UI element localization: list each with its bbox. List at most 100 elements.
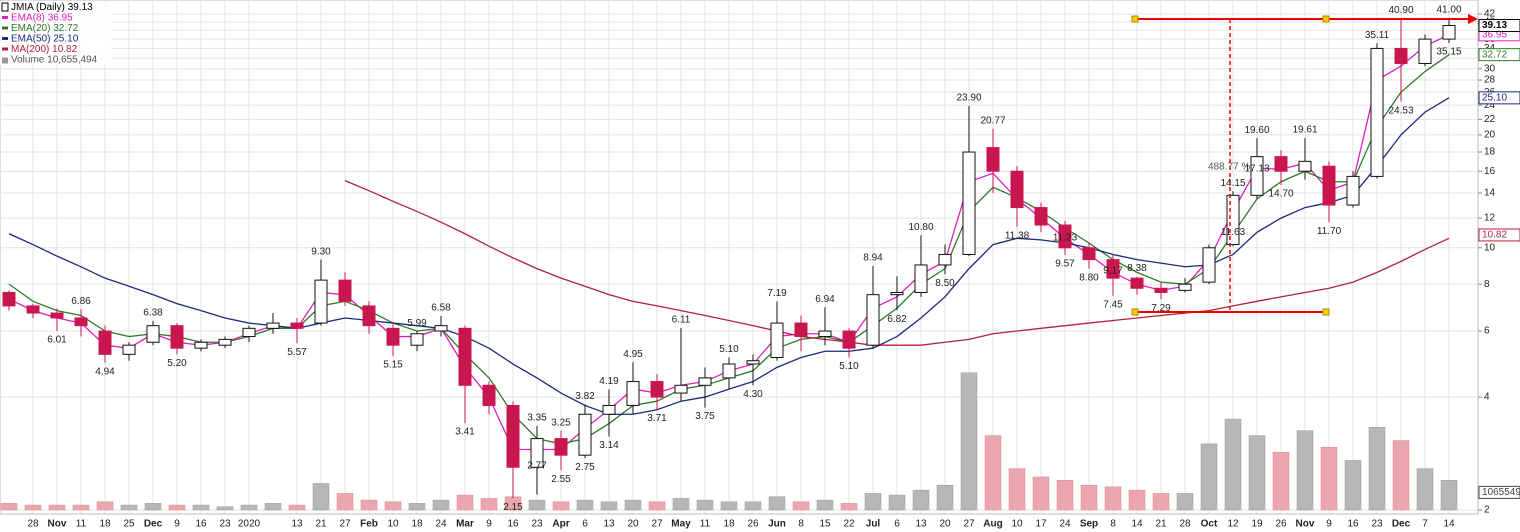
candle-body [194,341,208,349]
y-tick-label: 28 [1484,75,1496,86]
volume-bar [240,504,258,511]
candle-body [602,404,616,415]
candle-body [962,151,976,255]
price-annotation: 11.23 [1053,233,1078,244]
volume-bar [1224,418,1242,511]
value-tag-label: 10655494 [1482,487,1520,498]
y-tick-label: 20 [1484,130,1496,141]
volume-bar [1104,486,1122,511]
value-tag [1478,228,1520,242]
price-annotation: 5.99 [407,318,427,329]
candle-body [1082,247,1096,261]
x-tick-label: 9 [486,519,492,530]
candle-body [482,384,496,406]
handle [1131,15,1139,23]
x-tick-label: 25 [123,519,135,530]
plot-area [0,0,1478,514]
price-annotation: 6.94 [815,294,835,305]
volume-bar [960,372,978,511]
legend-value: 39.13 [68,2,93,13]
candle-body [74,317,88,327]
price-annotation: 5.57 [287,347,307,358]
price-annotation: 20.77 [980,115,1005,126]
candle-body [650,381,664,398]
volume-bar [1128,489,1146,511]
x-tick-label: Jun [768,519,786,530]
price-annotation: 9.17 [1103,266,1123,277]
volume-bar [336,493,354,511]
price-annotation: 3.41 [455,427,475,438]
volume-bar [48,504,66,511]
price-annotation: 5.10 [719,344,739,355]
candle-body [242,327,256,338]
price-annotation: 35.11 [1365,30,1390,41]
price-annotation: 41.00 [1436,5,1461,16]
x-tick-label: 26 [747,519,759,530]
candle-body [1154,287,1168,294]
legend-entry: EMA(50) 25.10 [11,33,79,44]
volume-bar [312,483,330,511]
volume-bar [864,493,882,511]
candle-body [1442,25,1456,40]
legend-bg [0,12,112,23]
x-tick-label: 28 [27,519,39,530]
value-tag-label: 10.82 [1482,230,1507,241]
volume-bar [648,501,666,511]
y-tick-label: 30 [1484,63,1496,74]
x-tick-label: 2020 [238,519,261,530]
price-annotation: 2.15 [503,502,523,513]
volume-bar [1056,479,1074,511]
x-tick-label: Sep [1080,519,1098,530]
x-tick-label: Nov [1296,519,1315,530]
candle-body [1058,224,1072,249]
candle-body [1130,277,1144,289]
x-tick-label: 20 [627,519,639,530]
price-annotation: 5.15 [383,360,403,371]
value-tag [1478,485,1520,499]
volume-bar [264,503,282,511]
price-annotation: 6.58 [431,303,451,314]
candle-body [1298,160,1312,172]
candle-body [1010,170,1024,209]
candle-body [1250,156,1264,196]
y-tick-label: 2 [1484,505,1490,516]
candle-body [2,292,16,307]
x-tick-label: 13 [291,519,303,530]
price-annotation: 14.15 [1220,178,1245,189]
candle-body [1394,47,1408,64]
candle-body [1178,283,1192,291]
legend-value: 25.10 [53,33,78,44]
candle-body [914,264,928,294]
candle-body [866,294,880,346]
x-tick-label: 16 [1347,519,1359,530]
volume-bar [528,499,546,511]
x-tick-label: Feb [360,519,378,530]
candle-body [266,322,280,329]
x-tick-label: 6 [894,519,900,530]
price-annotation: 6.11 [672,315,691,326]
x-tick-label: 22 [843,519,855,530]
volume-bar [1272,451,1290,511]
x-tick-label: 18 [99,519,111,530]
legend-icon [1,2,9,12]
volume-bar [1080,484,1098,511]
candle-body [626,381,640,406]
price-annotation: 17.13 [1244,164,1269,175]
candle-body [842,330,856,349]
x-tick-label: Apr [552,519,569,530]
x-tick-label: 14 [1131,519,1143,530]
arrow-head [1468,14,1478,24]
price-annotation: 7.45 [1103,299,1123,310]
x-tick-label: Dec [144,519,163,530]
x-tick-label: 10 [387,519,399,530]
y-tick-label: 18 [1484,147,1496,158]
x-tick-label: 17 [1035,519,1047,530]
x-tick-label: 18 [723,519,735,530]
candle-body [770,322,784,358]
legend-name: EMA(20) [11,23,50,34]
x-tick-label: 11 [76,519,87,530]
legend-icon [2,16,8,19]
candle-body [410,333,424,346]
y-tick-label: 14 [1484,188,1496,199]
